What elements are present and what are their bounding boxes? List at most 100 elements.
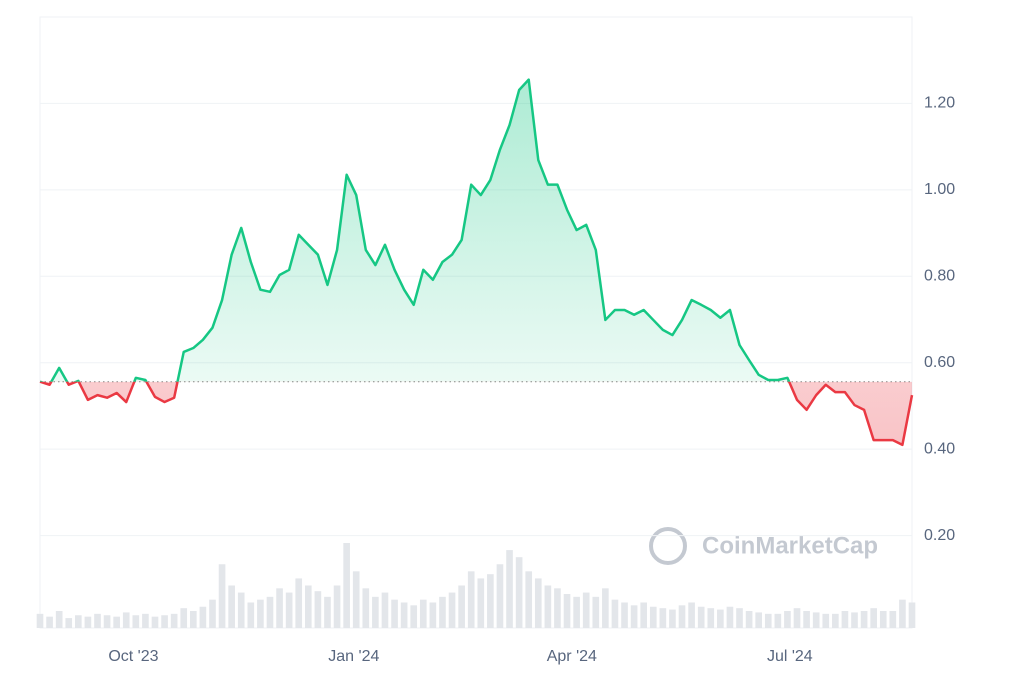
volume-bar: [304, 585, 312, 628]
volume-bar: [410, 605, 418, 628]
watermark: CoinMarketCap: [702, 532, 878, 559]
volume-bar: [151, 616, 159, 628]
price-line-up: [40, 78, 791, 382]
watermark-group: CoinMarketCap: [649, 527, 878, 565]
x-tick-label: Jan '24: [328, 648, 379, 665]
volume-bar: [688, 602, 695, 628]
volume-bar: [276, 588, 283, 628]
volume-bar: [372, 596, 379, 628]
volume-bar: [84, 616, 92, 628]
volume-bar: [333, 585, 341, 628]
volume-bar: [65, 618, 73, 628]
volume-bar: [400, 602, 408, 628]
volume-bar: [362, 588, 370, 628]
volume-bar: [94, 613, 101, 628]
plot-frame: [39, 16, 913, 629]
volume-bar: [295, 578, 303, 628]
volume-bar: [381, 592, 389, 628]
volume-bar: [285, 592, 293, 628]
x-tick-label: Oct '23: [108, 648, 158, 665]
area-down: [40, 381, 912, 445]
volume-bar: [132, 615, 140, 628]
volume-bar: [602, 588, 609, 628]
volume-bar: [458, 585, 465, 628]
volume-bar: [851, 612, 858, 628]
volume-bar: [352, 571, 360, 628]
y-tick-label: 0.20: [924, 527, 955, 544]
watermark-logo: [649, 527, 687, 565]
volume-bar: [611, 599, 619, 628]
y-tick-label: 0.80: [924, 268, 955, 285]
volume-bar: [525, 571, 533, 628]
volume-bar: [889, 611, 897, 628]
volume-bar: [755, 612, 762, 628]
volume-bar: [726, 606, 734, 628]
volume-bar: [419, 599, 427, 628]
volume-bar: [55, 611, 63, 628]
volume-bar: [218, 564, 226, 628]
volume-bar: [46, 616, 53, 628]
volume-bar: [803, 611, 810, 628]
volume-bar: [841, 611, 849, 628]
volume-bar: [640, 602, 648, 628]
volume-bar: [429, 602, 437, 628]
volume-bar: [793, 608, 801, 628]
volume-bar: [812, 612, 820, 628]
volume-bar: [170, 613, 178, 628]
volume-bar: [190, 611, 197, 628]
volume-bar: [257, 599, 264, 628]
volume-bar: [36, 613, 44, 628]
volume-bar: [879, 611, 887, 628]
volume-bar: [899, 599, 906, 628]
volume-bar: [122, 612, 130, 628]
volume-bar: [142, 613, 149, 628]
volume-bar: [544, 585, 552, 628]
volume-bar: [621, 602, 628, 628]
volume-bar: [228, 585, 235, 628]
volume-bar: [554, 588, 561, 628]
volume-bar: [745, 611, 753, 628]
y-tick-label: 1.00: [924, 181, 955, 198]
volume-bar: [161, 615, 168, 628]
volume-bar: [343, 543, 350, 628]
volume-bar: [180, 608, 188, 628]
volume-bar: [582, 592, 590, 628]
volume-bar: [697, 606, 705, 628]
volume-bar: [103, 615, 111, 628]
volume-bar: [439, 596, 446, 628]
volume-bar: [649, 606, 657, 628]
volume-bar: [563, 594, 571, 628]
y-tick-label: 0.60: [924, 354, 955, 371]
volume-bar: [199, 606, 207, 628]
x-tick-label: Jul '24: [767, 648, 813, 665]
volume-bar: [822, 613, 830, 628]
volume-bar: [860, 611, 868, 628]
volume-bar: [717, 609, 724, 628]
volume-bar: [506, 550, 513, 628]
volume-bar: [870, 608, 877, 628]
volume-bar: [324, 596, 331, 628]
y-tick-label: 0.40: [924, 440, 955, 457]
volume-bar: [477, 578, 485, 628]
volume-bar: [487, 574, 494, 628]
volume-bar: [448, 592, 456, 628]
volume-bar: [314, 591, 322, 628]
volume-bar: [908, 602, 916, 628]
volume-bar: [592, 596, 600, 628]
x-tick-label: Apr '24: [547, 648, 597, 665]
volume-bar: [774, 613, 782, 628]
volume-bar: [659, 608, 667, 628]
volume-bar: [736, 608, 743, 628]
volume-bar: [678, 605, 686, 628]
volume-bar: [75, 615, 82, 628]
volume-bar: [573, 596, 580, 628]
volume-bar: [832, 613, 839, 628]
volume-bar: [784, 611, 791, 628]
volume-bar: [515, 557, 523, 628]
y-tick-label: 1.20: [924, 95, 955, 112]
volume-bar: [247, 602, 255, 628]
volume-bar: [391, 599, 398, 628]
volume-bar: [237, 592, 245, 628]
